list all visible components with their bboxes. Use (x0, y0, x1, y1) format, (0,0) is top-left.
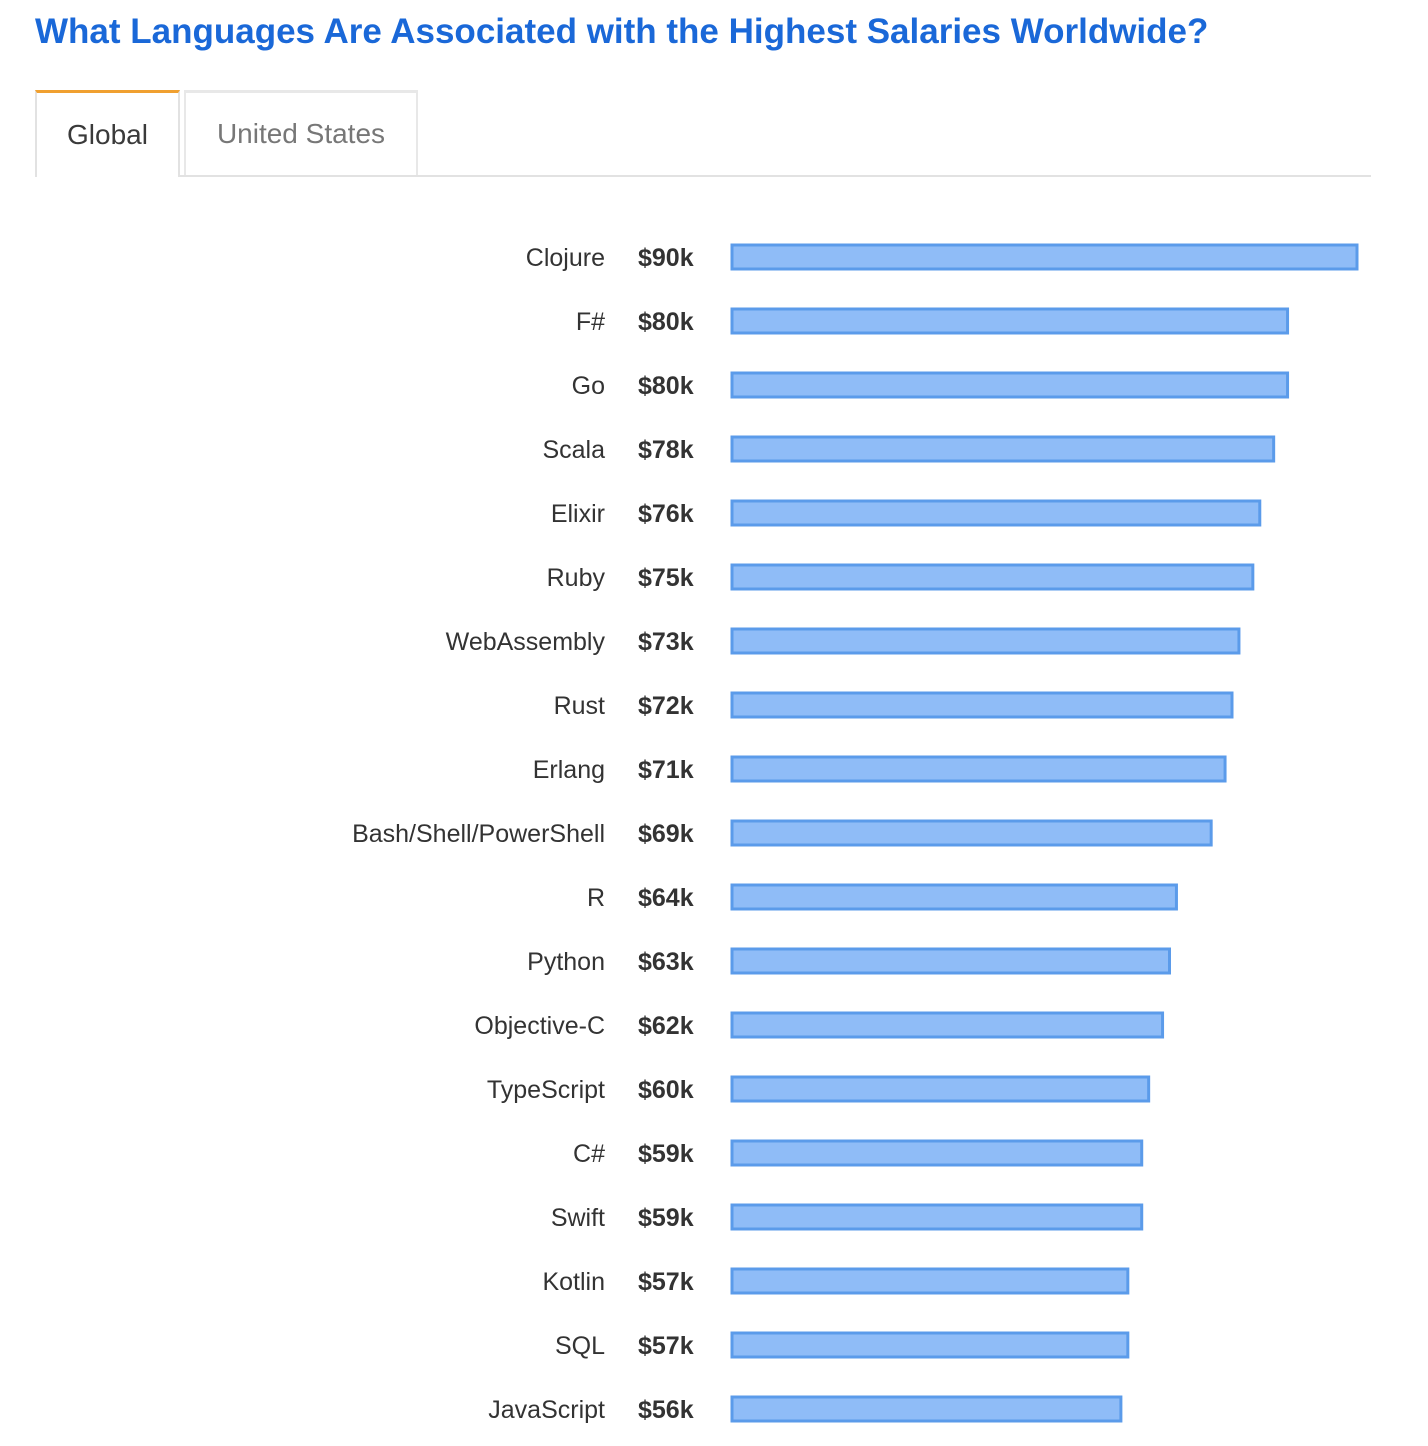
bar-typescript (730, 1075, 1151, 1103)
value-label-rust: $72k (638, 692, 694, 720)
bar-scala (730, 435, 1276, 463)
value-label-sql: $57k (638, 1332, 694, 1360)
category-label-sql: SQL (555, 1332, 605, 1360)
tab-bar: Global United States (35, 90, 1371, 177)
value-label-python: $63k (638, 948, 694, 976)
tab-global[interactable]: Global (35, 90, 180, 177)
bar-webassembly (730, 627, 1241, 655)
category-label-erlang: Erlang (533, 756, 605, 784)
category-label-elixir: Elixir (551, 500, 605, 528)
bar-swift (730, 1203, 1144, 1231)
value-label-go: $80k (638, 372, 694, 400)
bar-elixir (730, 499, 1262, 527)
value-label-c-sharp: $59k (638, 1140, 694, 1168)
value-label-kotlin: $57k (638, 1268, 694, 1296)
category-label-clojure: Clojure (526, 244, 605, 272)
category-label-f-sharp: F# (576, 308, 605, 336)
value-label-javascript: $56k (638, 1396, 694, 1424)
value-label-erlang: $71k (638, 756, 694, 784)
bar-objective-c (730, 1011, 1165, 1039)
category-label-typescript: TypeScript (487, 1076, 605, 1104)
value-label-elixir: $76k (638, 500, 694, 528)
category-label-swift: Swift (551, 1204, 605, 1232)
category-label-c-sharp: C# (573, 1140, 605, 1168)
category-label-webassembly: WebAssembly (446, 628, 606, 656)
value-label-objective-c: $62k (638, 1012, 694, 1040)
page-title: What Languages Are Associated with the H… (35, 12, 1209, 51)
bar-rust (730, 691, 1234, 719)
value-label-clojure: $90k (638, 244, 694, 272)
bar-clojure (730, 243, 1359, 271)
value-label-scala: $78k (638, 436, 694, 464)
bar-python (730, 947, 1171, 975)
bar-f-sharp (730, 307, 1290, 335)
value-label-r: $64k (638, 884, 694, 912)
category-label-objective-c: Objective-C (474, 1012, 605, 1040)
tab-united-states[interactable]: United States (184, 90, 418, 175)
category-label-go: Go (572, 372, 605, 400)
value-label-bash-shell-powershell: $69k (638, 820, 694, 848)
bar-go (730, 371, 1290, 399)
bar-bash-shell-powershell (730, 819, 1213, 847)
category-label-python: Python (527, 948, 605, 976)
value-label-swift: $59k (638, 1204, 694, 1232)
category-label-r: R (587, 884, 605, 912)
bar-ruby (730, 563, 1255, 591)
category-label-bash-shell-powershell: Bash/Shell/PowerShell (352, 820, 605, 848)
bar-sql (730, 1331, 1130, 1359)
bar-erlang (730, 755, 1227, 783)
value-label-f-sharp: $80k (638, 308, 694, 336)
value-label-typescript: $60k (638, 1076, 694, 1104)
bar-javascript (730, 1395, 1123, 1423)
bar-r (730, 883, 1178, 911)
bar-kotlin (730, 1267, 1130, 1295)
bar-c-sharp (730, 1139, 1144, 1167)
category-label-kotlin: Kotlin (542, 1268, 605, 1296)
category-label-javascript: JavaScript (488, 1396, 605, 1424)
value-label-ruby: $75k (638, 564, 694, 592)
value-label-webassembly: $73k (638, 628, 694, 656)
category-label-rust: Rust (554, 692, 605, 720)
category-label-scala: Scala (542, 436, 605, 464)
category-label-ruby: Ruby (547, 564, 606, 592)
